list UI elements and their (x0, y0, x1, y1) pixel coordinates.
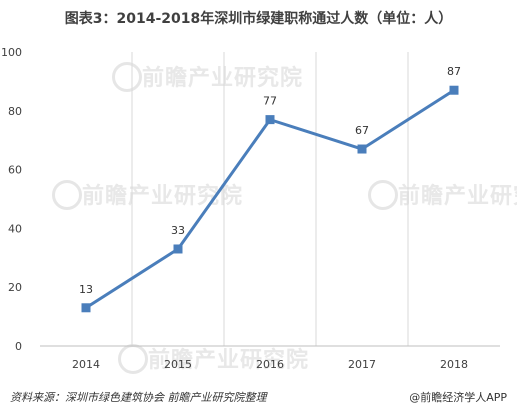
data-point-marker (81, 303, 91, 313)
watermark-logo-icon (112, 62, 142, 92)
data-label: 67 (355, 124, 369, 137)
data-point-marker (449, 85, 459, 95)
y-tick-label: 80 (8, 105, 22, 118)
x-tick-label: 2017 (348, 358, 376, 371)
x-tick-label: 2016 (256, 358, 284, 371)
x-tick-label: 2015 (164, 358, 192, 371)
data-label: 87 (447, 65, 461, 78)
watermark-logo-icon (368, 180, 398, 210)
y-tick-label: 0 (15, 340, 22, 353)
y-tick-label: 20 (8, 281, 22, 294)
credit-note: @前瞻经济学人APP (409, 391, 507, 404)
data-point-marker (173, 244, 183, 254)
x-axis: 2014 2015 2016 2017 2018 (72, 358, 468, 371)
data-label: 33 (171, 224, 185, 237)
y-tick-label: 40 (8, 222, 22, 235)
x-tick-label: 2014 (72, 358, 100, 371)
data-label: 77 (263, 95, 277, 108)
chart-title: 图表3：2014-2018年深圳市绿建职称通过人数（单位：人） (64, 11, 453, 27)
data-point-marker (357, 144, 367, 154)
y-tick-label: 100 (1, 46, 22, 59)
watermark-logo-icon (52, 180, 82, 210)
x-tick-label: 2018 (440, 358, 468, 371)
y-axis: 0 20 40 60 80 100 (1, 46, 22, 353)
data-point-marker (265, 115, 275, 125)
series-line (81, 85, 459, 313)
watermark-text: 前瞻产业研究院 (142, 66, 304, 91)
source-note: 资料来源：深圳市绿色建筑协会 前瞻产业研究院整理 (10, 391, 267, 404)
data-label: 13 (79, 283, 93, 296)
data-labels: 13 33 77 67 87 (79, 65, 461, 296)
y-tick-label: 60 (8, 164, 22, 177)
watermark-text: 前瞻产业研究院 (398, 184, 517, 209)
chart-grid (40, 52, 500, 347)
watermark-text: 前瞻产业研究院 (148, 348, 310, 373)
